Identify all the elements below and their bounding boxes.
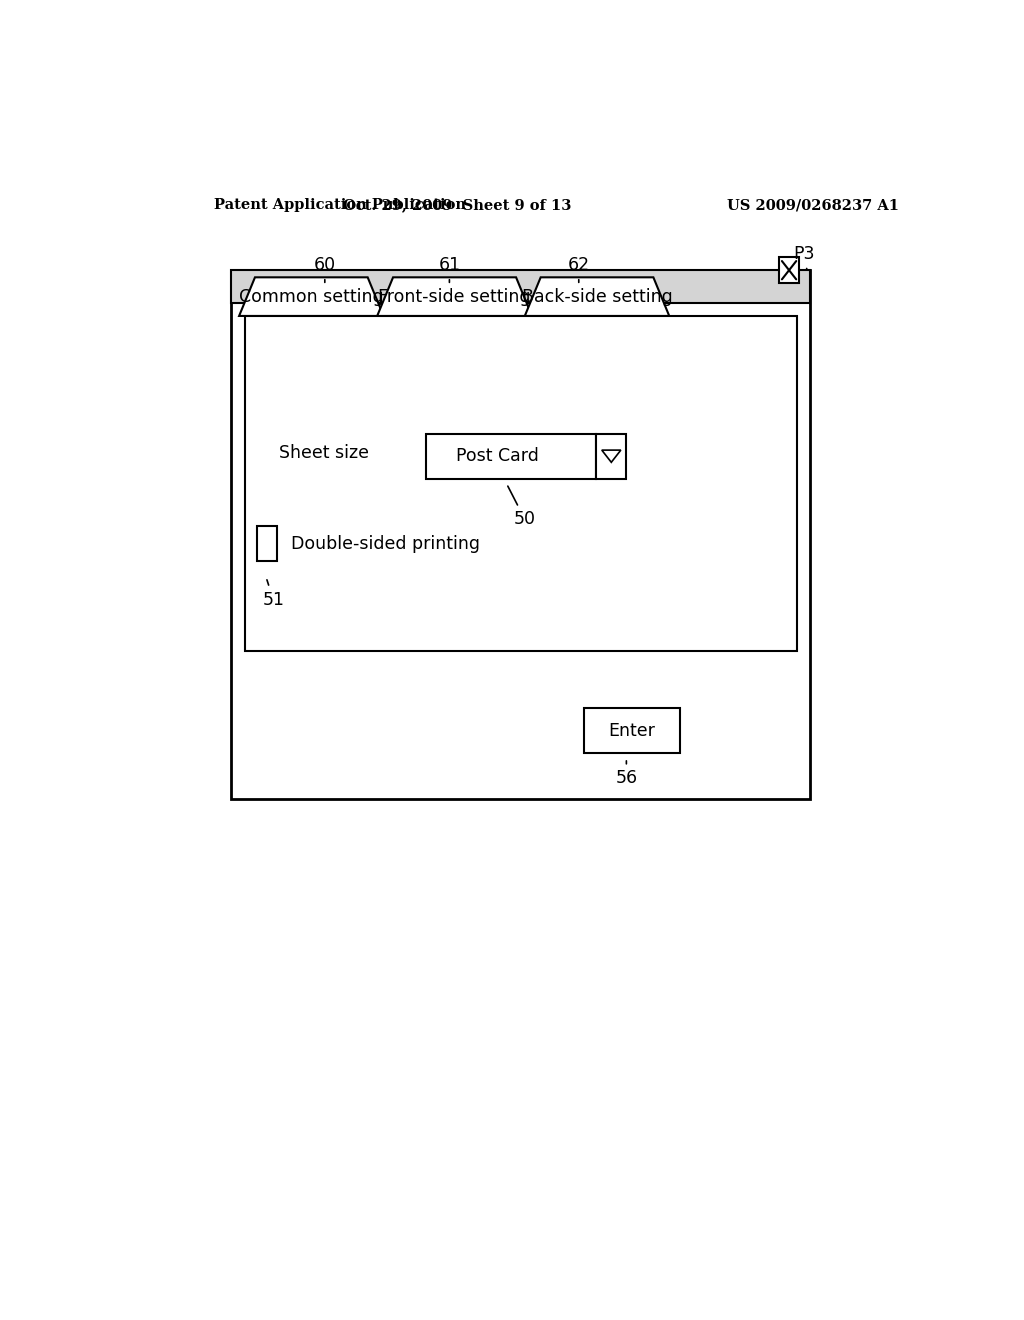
Bar <box>246 315 797 651</box>
Bar <box>778 257 800 284</box>
Text: US 2009/0268237 A1: US 2009/0268237 A1 <box>727 198 899 213</box>
Bar <box>426 434 596 479</box>
Polygon shape <box>239 277 384 315</box>
Text: 50: 50 <box>508 486 536 528</box>
Text: Patent Application Publication: Patent Application Publication <box>214 198 466 213</box>
Text: Sheet size: Sheet size <box>279 444 369 462</box>
Text: Post Card: Post Card <box>456 447 539 465</box>
Text: Oct. 29, 2009  Sheet 9 of 13: Oct. 29, 2009 Sheet 9 of 13 <box>343 198 571 213</box>
Polygon shape <box>377 277 531 315</box>
Polygon shape <box>602 450 621 462</box>
Text: 62: 62 <box>567 256 590 282</box>
Text: 56: 56 <box>615 760 638 788</box>
Text: 61: 61 <box>438 256 461 282</box>
Bar <box>596 434 627 479</box>
Bar <box>231 271 811 799</box>
Text: 51: 51 <box>262 579 285 609</box>
Polygon shape <box>524 277 670 315</box>
Bar <box>231 271 811 302</box>
Bar <box>585 709 680 752</box>
Text: P3: P3 <box>794 246 815 269</box>
Text: Enter: Enter <box>608 722 655 739</box>
Text: 60: 60 <box>313 256 336 282</box>
Text: Back-side setting: Back-side setting <box>521 288 673 306</box>
Text: Common setting: Common setting <box>239 288 384 306</box>
Bar <box>257 527 278 561</box>
Text: FIG. 9: FIG. 9 <box>407 385 516 418</box>
Text: Front-side setting: Front-side setting <box>378 288 530 306</box>
Text: Double-sided printing: Double-sided printing <box>291 535 479 553</box>
